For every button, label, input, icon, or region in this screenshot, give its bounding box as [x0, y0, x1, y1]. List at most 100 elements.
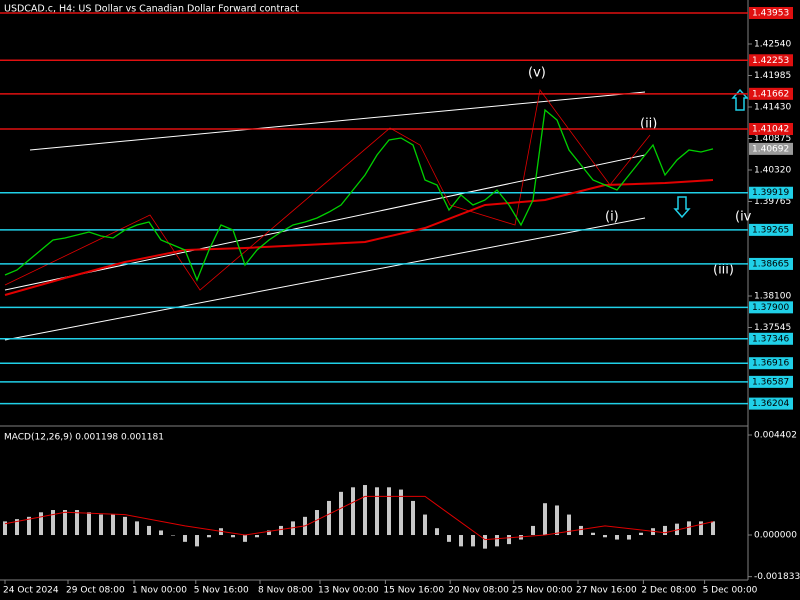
macd-bar [279, 525, 283, 536]
y-tick-label: 1.37545 [754, 323, 791, 333]
macd-bar [195, 535, 199, 547]
x-tick-label: 13 Nov 00:00 [318, 586, 379, 596]
level-box [749, 7, 793, 19]
level-label: 1.39265 [752, 225, 789, 235]
macd-bar [243, 535, 247, 542]
x-tick-label: 1 Nov 00:00 [132, 586, 187, 596]
wave-label: (iii) [713, 263, 734, 278]
macd-bar [39, 512, 43, 536]
wave-label: (i) [605, 210, 619, 225]
wave-label: (iv [735, 210, 752, 225]
channel-middle [4, 154, 646, 291]
macd-bar [51, 510, 55, 536]
macd-bar [387, 487, 391, 536]
macd-bar [63, 510, 67, 536]
macd-bar [87, 512, 91, 536]
macd-bar [375, 487, 379, 536]
level-box [749, 357, 793, 370]
macd-bar [543, 503, 547, 536]
macd-bar [603, 535, 607, 538]
channel-upper [29, 91, 646, 151]
macd-bar [459, 535, 463, 547]
y-tick-label: 1.41430 [754, 102, 791, 112]
level-label: 1.37900 [752, 303, 789, 313]
level-box [749, 257, 793, 270]
macd-tick-label: 0.000000 [754, 531, 797, 541]
down-arrow [673, 196, 691, 219]
current-price-box [749, 142, 793, 155]
macd-bar [207, 535, 211, 538]
level-box [749, 397, 793, 410]
macd-bar [675, 523, 679, 536]
macd-bar [399, 489, 403, 536]
y-tick-label: 1.40320 [754, 165, 791, 175]
macd-bar [447, 535, 451, 542]
macd-bar [363, 485, 367, 536]
level-box [749, 186, 793, 199]
y-tick-label: 1.42540 [754, 39, 791, 49]
price-line [4, 108, 714, 282]
macd-bar [123, 516, 127, 536]
y-tick-label: 1.41985 [754, 71, 791, 81]
level-label: 1.41042 [752, 125, 789, 135]
x-tick-label: 15 Nov 16:00 [383, 586, 444, 596]
level-label: 1.36916 [752, 359, 789, 369]
macd-bar [579, 525, 583, 536]
macd-bar [435, 528, 439, 536]
level-box [749, 223, 793, 236]
level-box [749, 375, 793, 388]
level-label: 1.41662 [752, 89, 789, 99]
macd-bar [171, 535, 175, 536]
x-tick-label: 25 Nov 00:00 [512, 586, 573, 596]
wave-label: (ii) [640, 117, 657, 132]
macd-bar [627, 535, 631, 540]
up-arrow [731, 88, 749, 111]
x-tick-label: 24 Oct 2024 [3, 586, 59, 596]
macd-bar [267, 530, 271, 536]
level-box [749, 123, 793, 136]
wave-lines [4, 89, 651, 291]
level-box [749, 301, 793, 314]
macd-bar [495, 535, 499, 547]
level-box [749, 87, 793, 100]
y-tick-label: 1.38100 [754, 291, 791, 301]
chart-title: USDCAD.c, H4: US Dollar vs Canadian Doll… [4, 4, 299, 15]
macd-tick-label: 0.004402 [754, 430, 797, 440]
x-tick-label: 5 Nov 16:00 [194, 586, 249, 596]
macd-bar [27, 516, 31, 536]
macd-bar [231, 535, 235, 538]
level-label: 1.42253 [752, 56, 789, 66]
level-box [749, 332, 793, 345]
x-tick-label: 5 Dec 00:00 [703, 586, 758, 596]
wave-path [4, 89, 651, 291]
macd-bar [699, 521, 703, 536]
level-label: 1.39919 [752, 188, 789, 198]
current-price-label: 1.40692 [752, 144, 789, 154]
macd-bar [327, 500, 331, 536]
x-tick-label: 8 Nov 08:00 [258, 586, 313, 596]
level-label: 1.36587 [752, 377, 789, 387]
macd-bar [471, 535, 475, 547]
macd-bar [183, 535, 187, 542]
macd-tick-label: -0.001833 [754, 572, 800, 582]
macd-bar [3, 521, 7, 536]
macd-bar [135, 521, 139, 536]
x-tick-label: 27 Nov 16:00 [576, 586, 637, 596]
x-tick-label: 29 Oct 08:00 [66, 586, 125, 596]
macd-bar [99, 514, 103, 536]
macd-bar [339, 491, 343, 536]
macd-bar [687, 521, 691, 536]
macd-title: MACD(12,26,9) 0.001198 0.001181 [4, 433, 164, 443]
macd-bar [159, 530, 163, 536]
wave-label: (v) [528, 66, 546, 81]
macd-bar [711, 521, 715, 536]
macd-bar [111, 514, 115, 536]
macd-bar [315, 510, 319, 536]
macd-bar [351, 487, 355, 536]
macd-bar [567, 514, 571, 536]
macd-signal [4, 495, 714, 541]
level-label: 1.38665 [752, 259, 789, 269]
level-label: 1.37346 [752, 334, 789, 344]
x-tick-label: 2 Dec 08:00 [641, 586, 696, 596]
macd-bar [147, 525, 151, 536]
